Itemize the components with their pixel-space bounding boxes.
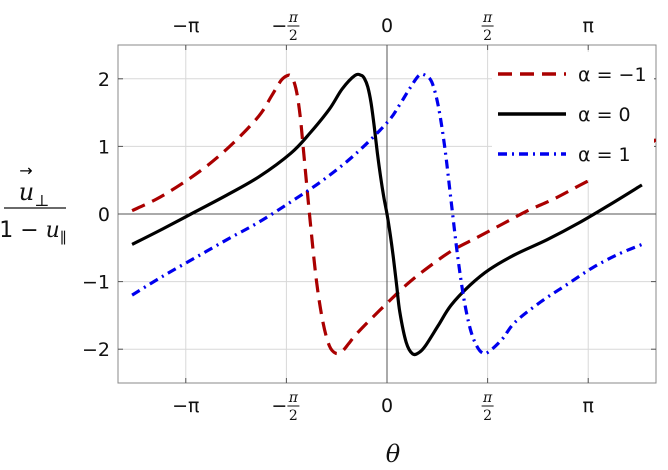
- x-top-tick-label-3: π2: [481, 10, 494, 44]
- x-ticks-top: −π − π2 0 π2 π: [172, 10, 594, 50]
- x-bottom-tick-label-0: −π: [172, 395, 199, 417]
- y-label-denominator-subscript: ∥: [60, 229, 67, 247]
- x-top-tick-den-3: 2: [483, 28, 492, 44]
- x-axis-label: θ: [386, 440, 401, 468]
- x-top-tick-label-4: π: [582, 15, 593, 37]
- y-label-vector: u: [19, 178, 34, 206]
- x-bottom-tick-num-1: π: [288, 390, 299, 406]
- x-top-tick-sign-1: −: [271, 15, 287, 37]
- legend-label-1: α = 0: [578, 104, 631, 126]
- y-tick-label-0: 2: [98, 69, 110, 91]
- x-top-tick-num-3: π: [482, 10, 493, 26]
- y-tick-label-4: −2: [82, 339, 110, 361]
- svg-text:1 − u∥: 1 − u∥: [0, 218, 67, 247]
- y-tick-label-3: −1: [82, 272, 110, 294]
- x-bottom-tick-label-3: π2: [481, 390, 494, 424]
- x-bottom-tick-den-1: 2: [289, 408, 298, 424]
- x-bottom-tick-label-1: − π 2: [271, 390, 300, 424]
- legend-label-2: α = 1: [578, 144, 631, 166]
- legend-background: [492, 52, 654, 180]
- x-bottom-tick-sign-1: −: [271, 395, 287, 417]
- x-top-tick-label-2: 0: [381, 15, 393, 37]
- x-bottom-tick-label-4: π: [582, 395, 593, 417]
- y-label-denominator-var: u: [46, 218, 60, 243]
- series-line-2: [131, 72, 643, 356]
- y-tick-label-2: 0: [98, 204, 110, 226]
- legend-label-0: α = −1: [578, 64, 647, 86]
- y-axis-label: u⊥ → 1 − u∥: [0, 161, 67, 247]
- x-top-tick-label-0: −π: [172, 15, 199, 37]
- x-bottom-tick-num-3: π: [482, 390, 493, 406]
- vector-arrow: →: [19, 161, 32, 180]
- y-label-denominator-prefix: 1 −: [0, 218, 46, 243]
- x-top-tick-den-1: 2: [289, 28, 298, 44]
- x-top-tick-label-1: − π 2: [271, 10, 300, 44]
- y-tick-label-1: 1: [98, 136, 110, 158]
- legend: α = −1 α = 0 α = 1: [492, 52, 654, 180]
- series-line-0: [131, 73, 656, 356]
- series-layer: [131, 72, 656, 357]
- x-bottom-tick-den-3: 2: [483, 408, 492, 424]
- x-bottom-tick-label-2: 0: [381, 395, 393, 417]
- svg-text:u⊥: u⊥: [19, 178, 50, 210]
- y-label-numerator-subscript: ⊥: [34, 191, 49, 210]
- x-ticks-bottom: −π − π2 0 π2 π: [172, 378, 594, 424]
- series-line-1: [131, 72, 643, 357]
- y-ticks: 2 1 0 −1 −2: [82, 69, 656, 361]
- x-top-tick-num-1: π: [288, 10, 299, 26]
